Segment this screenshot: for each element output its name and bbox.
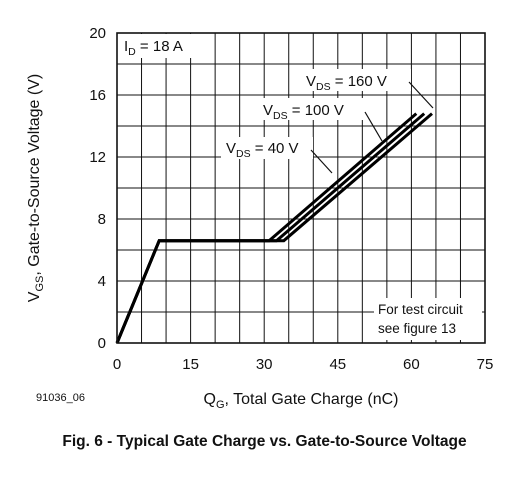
vds-100-sub: DS	[273, 110, 288, 122]
vds-40-leader	[310, 149, 333, 174]
svg-text:ID = 18 A: ID = 18 A	[124, 38, 183, 58]
vds-160-annotation: VDS = 160 V	[301, 69, 434, 109]
x-axis-title: QG, Total Gate Charge (nC)	[203, 391, 398, 411]
x-tick-label: 15	[182, 356, 199, 373]
vds-40-rest: = 40 V	[251, 140, 299, 157]
id-sub: D	[128, 46, 136, 58]
y-tick-label: 20	[89, 25, 106, 42]
x-axis-title-main: Q	[203, 391, 215, 408]
x-axis-title-sub: G	[216, 399, 225, 411]
x-axis-title-rest: , Total Gate Charge (nC)	[225, 391, 399, 408]
y-axis-title-rest: , Gate-to-Source Voltage (V)	[26, 74, 43, 276]
series-lines	[115, 112, 433, 344]
vds-160-rest: = 160 V	[331, 73, 387, 90]
x-tick-label: 0	[113, 356, 121, 373]
y-tick-label: 12	[89, 149, 106, 166]
y-axis-title-main: V	[26, 291, 43, 302]
y-axis-title: VGS, Gate-to-Source Voltage (V)	[26, 74, 46, 302]
vds-160-sub: DS	[316, 81, 331, 93]
svg-text:VDS = 40 V: VDS = 40 V	[226, 140, 299, 160]
y-tick-label: 4	[98, 273, 106, 290]
test-circuit-note: For test circuit see figure 13	[374, 298, 482, 340]
vds-40-sub: DS	[236, 148, 251, 160]
svg-text:VDS = 100 V: VDS = 100 V	[263, 102, 344, 122]
plot-frame	[116, 32, 486, 344]
figure-caption: Fig. 6 - Typical Gate Charge vs. Gate-to…	[62, 433, 467, 450]
vds-160-leader	[408, 81, 434, 109]
note-line-2: see figure 13	[378, 321, 456, 336]
figure-id: 91036_06	[36, 392, 85, 404]
note-line-1: For test circuit	[378, 302, 463, 317]
vds-40-main: V	[226, 140, 236, 157]
y-tick-label: 0	[98, 335, 106, 352]
x-tick-label: 45	[329, 356, 346, 373]
series-line-2	[115, 112, 433, 344]
x-tick-label: 30	[256, 356, 273, 373]
vds-100-leader	[364, 111, 383, 142]
drain-current-annotation: ID = 18 A	[121, 34, 197, 58]
tick-labels: 0 15 30 45 60 75 0 4 8 12 16 20	[89, 25, 493, 373]
y-tick-label: 16	[89, 87, 106, 104]
vds-100-rest: = 100 V	[288, 102, 344, 119]
y-tick-label: 8	[98, 211, 106, 228]
x-tick-label: 60	[403, 356, 420, 373]
vds-100-main: V	[263, 102, 273, 119]
id-main: I	[124, 38, 128, 55]
vds-160-main: V	[306, 73, 316, 90]
x-tick-label: 75	[477, 356, 494, 373]
y-axis-title-sub: GS	[34, 276, 46, 292]
vds-40-annotation: VDS = 40 V	[221, 137, 333, 174]
svg-text:VDS = 160 V: VDS = 160 V	[306, 73, 387, 93]
vds-100-annotation: VDS = 100 V	[259, 98, 383, 142]
id-rest: = 18 A	[136, 38, 183, 55]
